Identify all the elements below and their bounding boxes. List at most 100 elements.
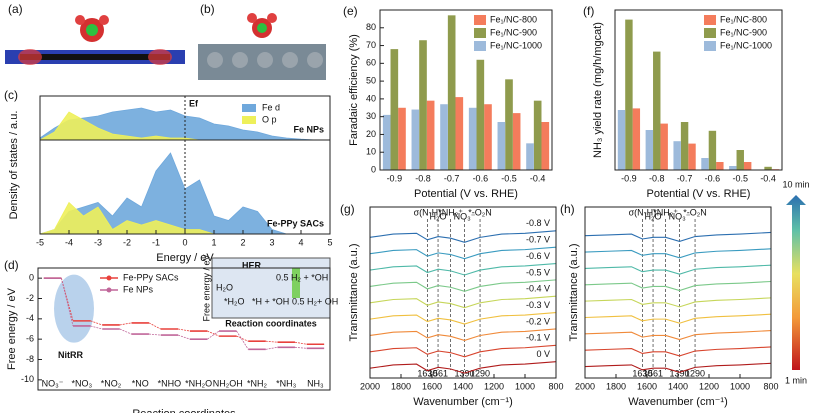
y-tick-label: -6	[26, 334, 34, 344]
x-tick-label: 2	[240, 237, 245, 247]
legend-label: O p	[262, 114, 277, 124]
bar	[708, 130, 717, 170]
x-tick-label: *NO₂	[101, 378, 122, 388]
annotation: NitRR	[58, 350, 83, 360]
inset-state: 0.5 H₂+ OH	[292, 296, 338, 306]
peak-note: NO₃⁻	[454, 211, 476, 221]
bar	[736, 150, 744, 170]
spectrum	[369, 279, 557, 292]
x-axis-label: Reaction coordinates	[132, 408, 236, 413]
colorbar-label: 1 min	[785, 375, 807, 385]
connector	[294, 346, 307, 349]
spectrum	[584, 248, 772, 259]
trace-label: -0.8 V	[526, 218, 550, 228]
inset-x-label: Reaction coordinates	[225, 318, 317, 328]
peak-label: 1630	[417, 368, 437, 378]
panel-label: (e)	[343, 4, 358, 18]
peak-note: *-O₂N	[468, 207, 492, 217]
peak-label: 1630	[632, 368, 652, 378]
x-tick-label: 1400	[453, 381, 473, 391]
legend-label: Fe₁/NC-1000	[720, 40, 772, 50]
connector	[148, 322, 161, 330]
y-tick-label: -2	[26, 293, 34, 303]
inset-state: *H₂O	[224, 296, 245, 306]
highlight	[54, 274, 94, 343]
peak-label: 1561	[643, 368, 663, 378]
legend-label: Fe NPs	[123, 284, 154, 294]
legend-swatch	[474, 28, 486, 38]
x-tick-label: 1000	[515, 381, 535, 391]
x-axis-label: Wavenumber (cm⁻¹)	[628, 396, 728, 408]
inset-state: 0.5 H₂ + *OH	[276, 272, 328, 282]
bar	[497, 122, 506, 170]
connector	[178, 334, 190, 340]
legend-label: Fe d	[262, 102, 280, 112]
connector	[119, 328, 132, 335]
bar	[617, 110, 626, 170]
bar	[390, 49, 399, 170]
x-tick-label: NH₃	[307, 378, 324, 388]
x-tick-label: -0.7	[677, 173, 693, 183]
trace-label: 0 V	[536, 349, 550, 359]
spectrum	[369, 344, 557, 358]
bar	[541, 122, 550, 170]
y-tick-label: -10	[21, 374, 34, 384]
legend-label: Fe₁/NC-800	[720, 14, 767, 24]
y-tick-label: 60	[366, 58, 376, 68]
x-tick-label: 1200	[699, 381, 719, 391]
trace-label: -0.4 V	[526, 284, 550, 294]
bar	[645, 130, 654, 170]
x-tick-label: -0.8	[415, 173, 431, 183]
trace-label: -0.6 V	[526, 251, 550, 261]
legend-swatch	[704, 41, 716, 51]
bar	[411, 109, 420, 170]
legend-swatch	[704, 28, 716, 38]
connector	[265, 346, 278, 350]
peak-label: 1390	[670, 368, 690, 378]
x-tick-label: -5	[36, 237, 44, 247]
bar	[484, 104, 492, 170]
peak-label: 1290	[685, 368, 705, 378]
x-tick-label: -0.9	[621, 173, 637, 183]
x-tick-label: 1600	[637, 381, 657, 391]
spectrum	[584, 297, 772, 308]
spectrum	[369, 262, 557, 276]
panel-label: (g)	[340, 202, 355, 216]
spectrum	[584, 346, 772, 357]
y-axis-label: Transmittance (a.u.)	[348, 243, 360, 341]
bar	[716, 162, 724, 170]
spectrum	[584, 280, 772, 292]
bar	[533, 100, 542, 170]
x-tick-label: -0.5	[732, 173, 748, 183]
bar	[419, 40, 427, 170]
x-tick-label: -2	[123, 237, 131, 247]
x-tick-label: -3	[94, 237, 102, 247]
connector	[90, 320, 103, 326]
peak-note: *-O₂N	[683, 207, 707, 217]
y-tick-label: 10	[366, 147, 376, 157]
panel-label: (b)	[200, 2, 215, 16]
trace-label: -0.2 V	[526, 316, 550, 326]
bar	[701, 158, 709, 170]
bar	[680, 122, 689, 170]
bar	[468, 107, 477, 170]
connector	[60, 278, 74, 327]
x-tick-label: *NO	[132, 378, 149, 388]
x-tick-label: -0.8	[649, 173, 665, 183]
y-tick-label: 50	[366, 75, 376, 85]
subplot-label: Fe-PPy SACs	[267, 218, 324, 228]
inset-state: *H + *OH	[252, 296, 289, 306]
plot-frame	[614, 9, 783, 171]
trace-label: -0.5 V	[526, 267, 550, 277]
panel-label: (a)	[8, 2, 23, 16]
x-tick-label: 3	[269, 237, 274, 247]
panel-label: (f)	[583, 4, 594, 18]
spectrum	[584, 330, 772, 341]
plot-frame	[379, 9, 553, 171]
spectrum	[369, 230, 557, 243]
bar	[653, 51, 661, 170]
legend-label: Fe₁/NC-900	[490, 27, 537, 37]
peak-note: H₂O	[645, 211, 662, 221]
inset-highlight	[292, 268, 300, 298]
